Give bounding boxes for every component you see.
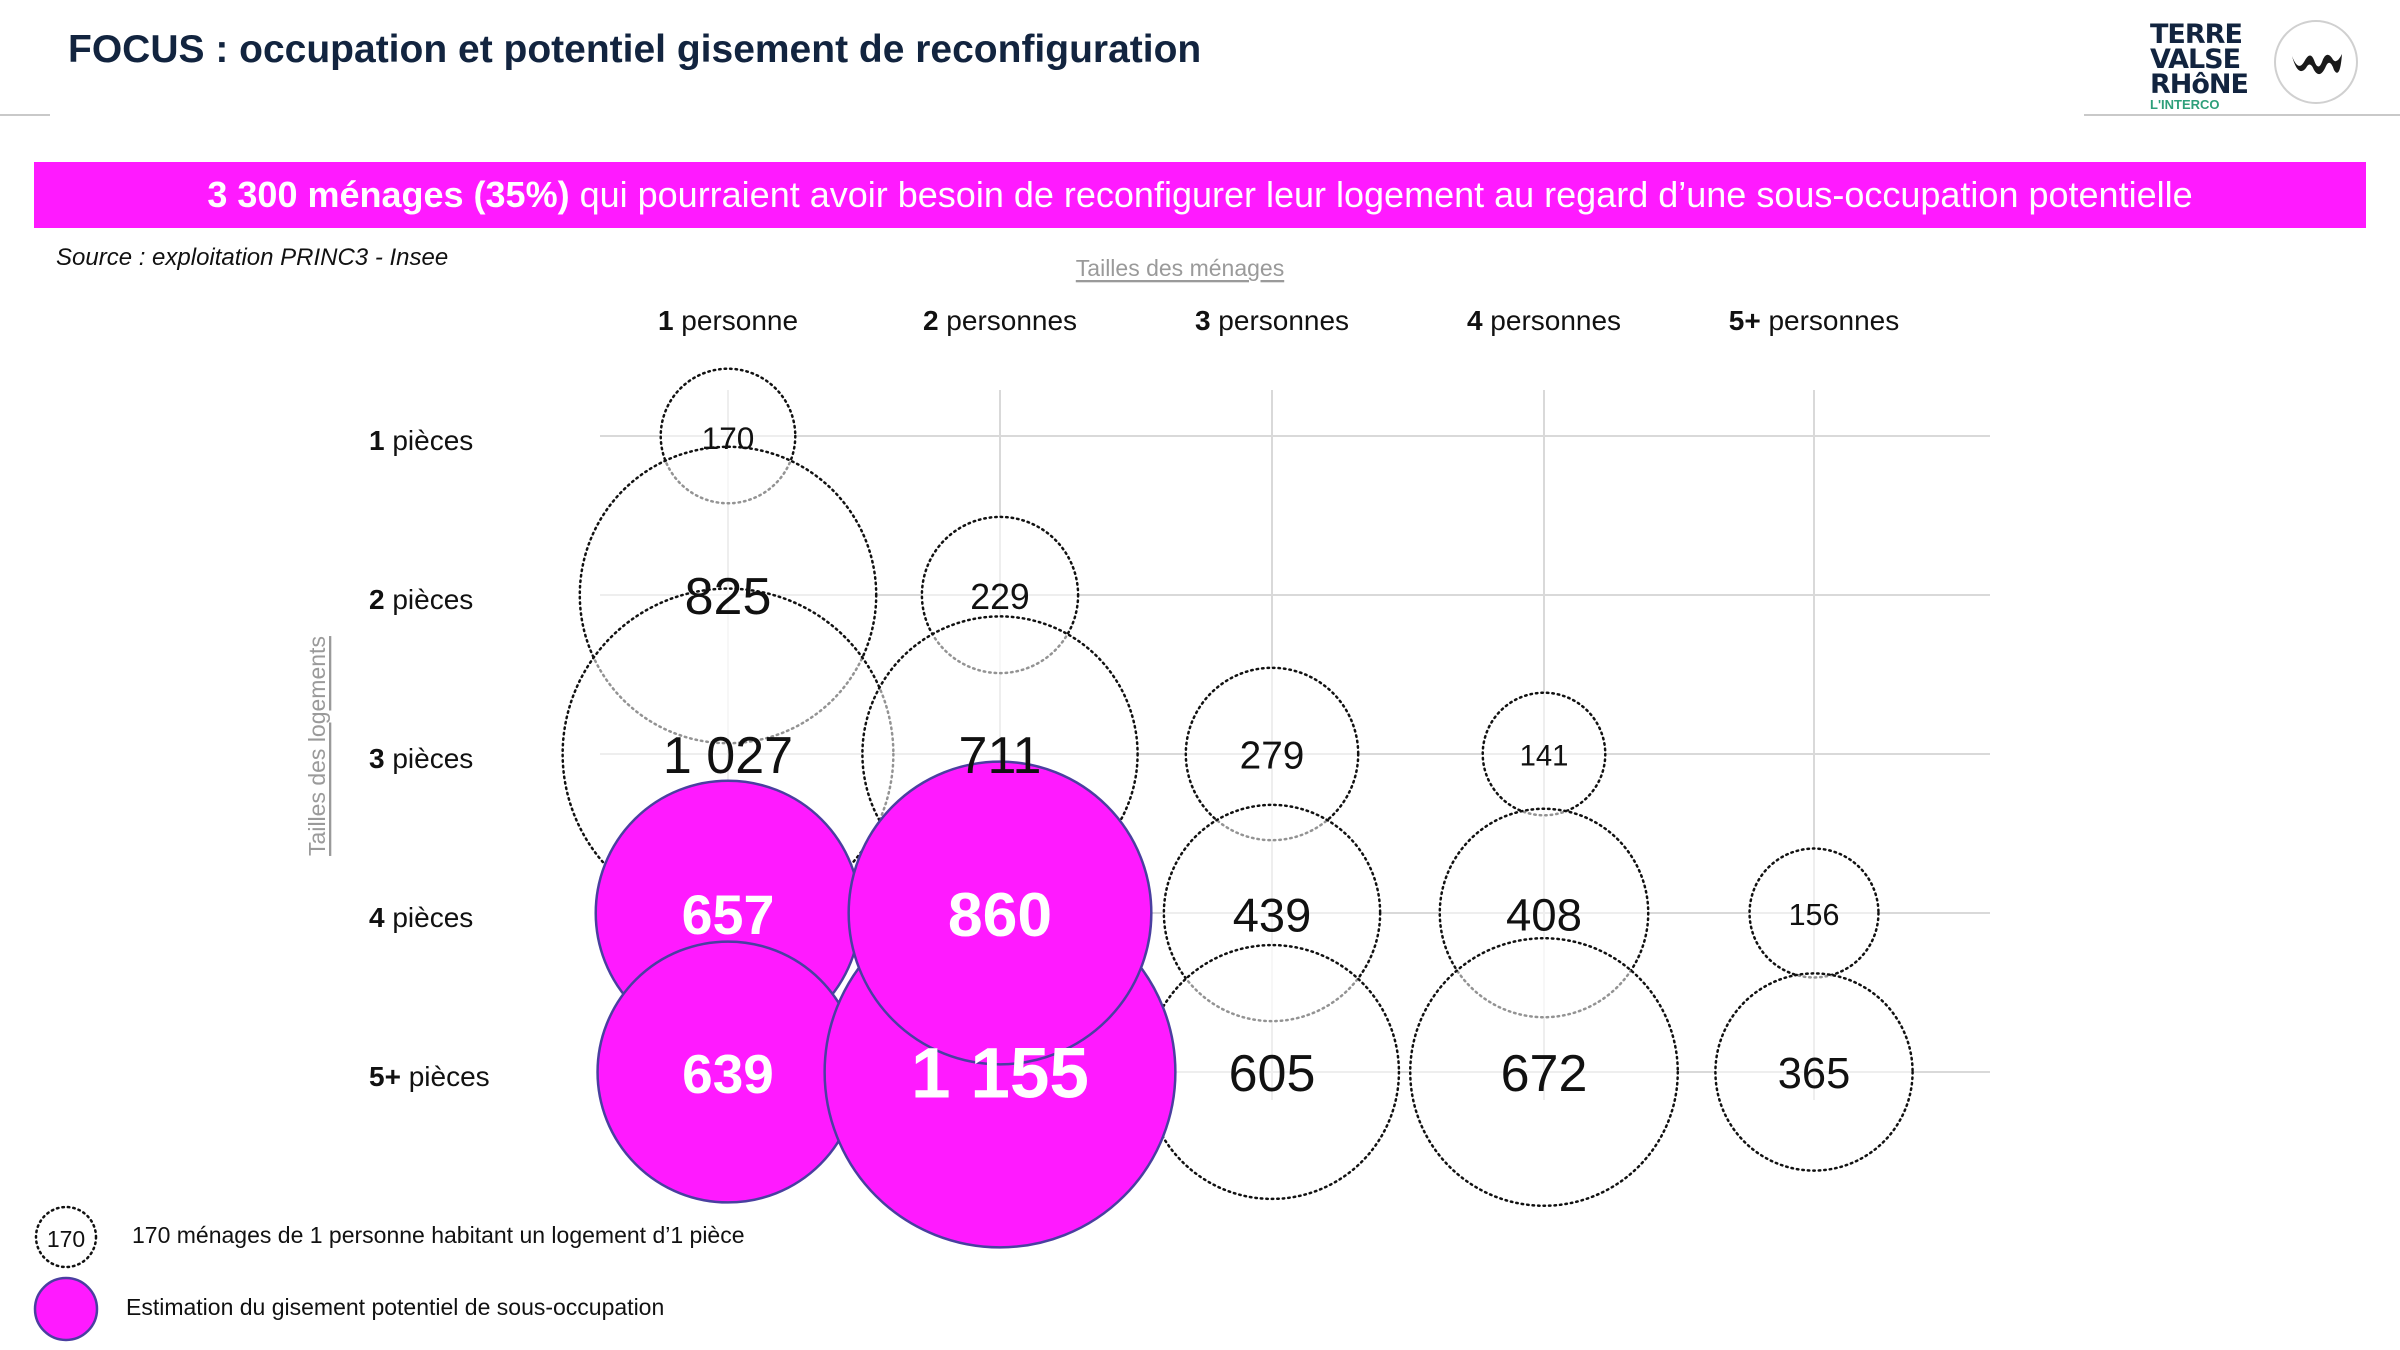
household-value-label: 672: [1501, 1045, 1588, 1103]
household-value-label: 279: [1240, 735, 1305, 778]
household-value-label: 229: [970, 577, 1030, 617]
potential-value-label: 657: [682, 884, 775, 946]
column-header-word: personnes: [939, 305, 1078, 336]
legend-households-symbol: [34, 1205, 98, 1269]
row-header-word: pièces: [385, 584, 474, 615]
terre-valse-rhone-logo: TERRE VALSE RHôNE L'INTERCO: [2150, 19, 2249, 112]
logo-line: TERRE: [2150, 19, 2243, 50]
household-bubble: [1184, 666, 1360, 842]
column-header-number: 3: [1195, 305, 1211, 336]
column-header-word: personnes: [1211, 305, 1350, 336]
column-header-number: 1: [658, 305, 674, 336]
logo-subtitle: L'INTERCO: [2150, 97, 2220, 112]
row-header: 3 pièces: [369, 743, 473, 774]
row-header: 4 pièces: [369, 902, 473, 933]
logo-line: VALSE: [2150, 44, 2241, 75]
headline-banner: 3 300 ménages (35%) qui pourraient avoir…: [34, 162, 2366, 228]
potential-bubble: [847, 760, 1153, 1066]
potential-value-label: 1 155: [911, 1035, 1089, 1114]
column-header-word: personnes: [1761, 305, 1900, 336]
column-header-number: 4: [1467, 305, 1483, 336]
column-header: 2 personnes: [923, 305, 1077, 336]
household-value-label: 408: [1506, 890, 1582, 941]
partner-logo: [2274, 20, 2358, 104]
row-header-word: pièces: [385, 902, 474, 933]
household-value-label: 1 027: [663, 727, 793, 785]
column-header-number: 2: [923, 305, 939, 336]
row-header-number: 5+: [369, 1061, 401, 1092]
household-value-label: 365: [1778, 1050, 1851, 1098]
column-header-word: personne: [674, 305, 799, 336]
header-rule-left: [0, 114, 50, 116]
column-header: 3 personnes: [1195, 305, 1349, 336]
column-header: 1 personne: [658, 305, 798, 336]
legend-text-households: 170 ménages de 1 personne habitant un lo…: [132, 1222, 745, 1248]
row-header: 1 pièces: [369, 425, 473, 456]
row-header-number: 4: [369, 902, 385, 933]
household-value-label: 439: [1233, 889, 1312, 942]
column-header: 4 personnes: [1467, 305, 1621, 336]
row-header-number: 3: [369, 743, 385, 774]
row-header-word: pièces: [385, 743, 474, 774]
banner-highlight: 3 300 ménages (35%): [207, 174, 570, 215]
row-header: 5+ pièces: [369, 1061, 490, 1092]
potential-value-label: 639: [682, 1043, 774, 1105]
source-note: Source : exploitation PRINC3 - Insee: [56, 244, 449, 271]
wave-logo-icon: [2292, 54, 2342, 75]
household-bubble: [1714, 972, 1914, 1172]
row-header: 2 pièces: [369, 584, 473, 615]
column-header: 5+ personnes: [1729, 305, 1899, 336]
household-value-label: 141: [1520, 740, 1569, 773]
row-header-number: 2: [369, 584, 385, 615]
legend-text-potential: Estimation du gisement potentiel de sous…: [126, 1294, 665, 1320]
household-value-label: 156: [1789, 898, 1840, 932]
legend-potential-symbol: [33, 1276, 99, 1342]
potential-value-label: 860: [948, 880, 1052, 950]
column-header-word: personnes: [1483, 305, 1622, 336]
row-header-word: pièces: [385, 425, 474, 456]
household-bubble: [1408, 936, 1680, 1208]
household-value-label: 711: [959, 727, 1042, 785]
row-header-word: pièces: [401, 1061, 490, 1092]
household-value-label: 825: [685, 568, 772, 626]
legend-households-symbol-label: 170: [47, 1226, 85, 1252]
page-title: FOCUS : occupation et potentiel gisement…: [68, 28, 1202, 71]
row-header-number: 1: [369, 425, 385, 456]
column-header-number: 5+: [1729, 305, 1761, 336]
y-axis-title: Tailles des logements: [304, 636, 330, 856]
x-axis-title: Tailles des ménages: [1076, 255, 1284, 281]
banner-text: qui pourraient avoir besoin de reconfigu…: [569, 174, 2193, 215]
logo-line: RHôNE: [2150, 69, 2249, 100]
household-value-label: 170: [702, 420, 755, 456]
header-rule-right: [2084, 114, 2400, 116]
household-value-label: 605: [1229, 1045, 1316, 1103]
